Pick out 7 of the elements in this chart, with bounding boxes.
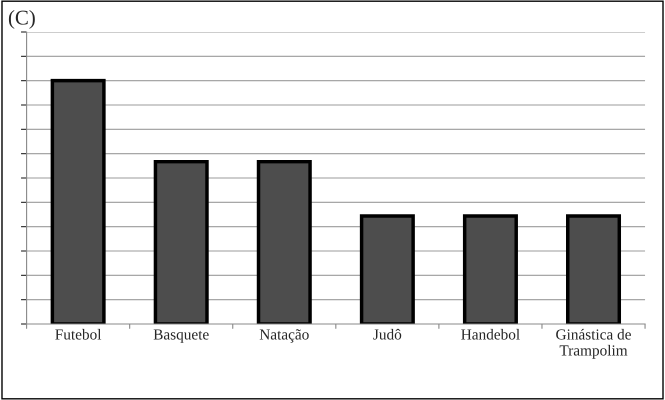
x-tick-label: Handebol — [461, 328, 520, 340]
x-tick-label: Judô — [373, 328, 402, 340]
x-tick-label: Ginástica de Trampolim — [556, 328, 631, 359]
chart-title: (C) — [8, 10, 35, 29]
x-tick-label: Futebol — [55, 328, 102, 340]
x-tick-label: Natação — [260, 329, 309, 343]
x-tick-label: Basquete — [154, 329, 209, 343]
